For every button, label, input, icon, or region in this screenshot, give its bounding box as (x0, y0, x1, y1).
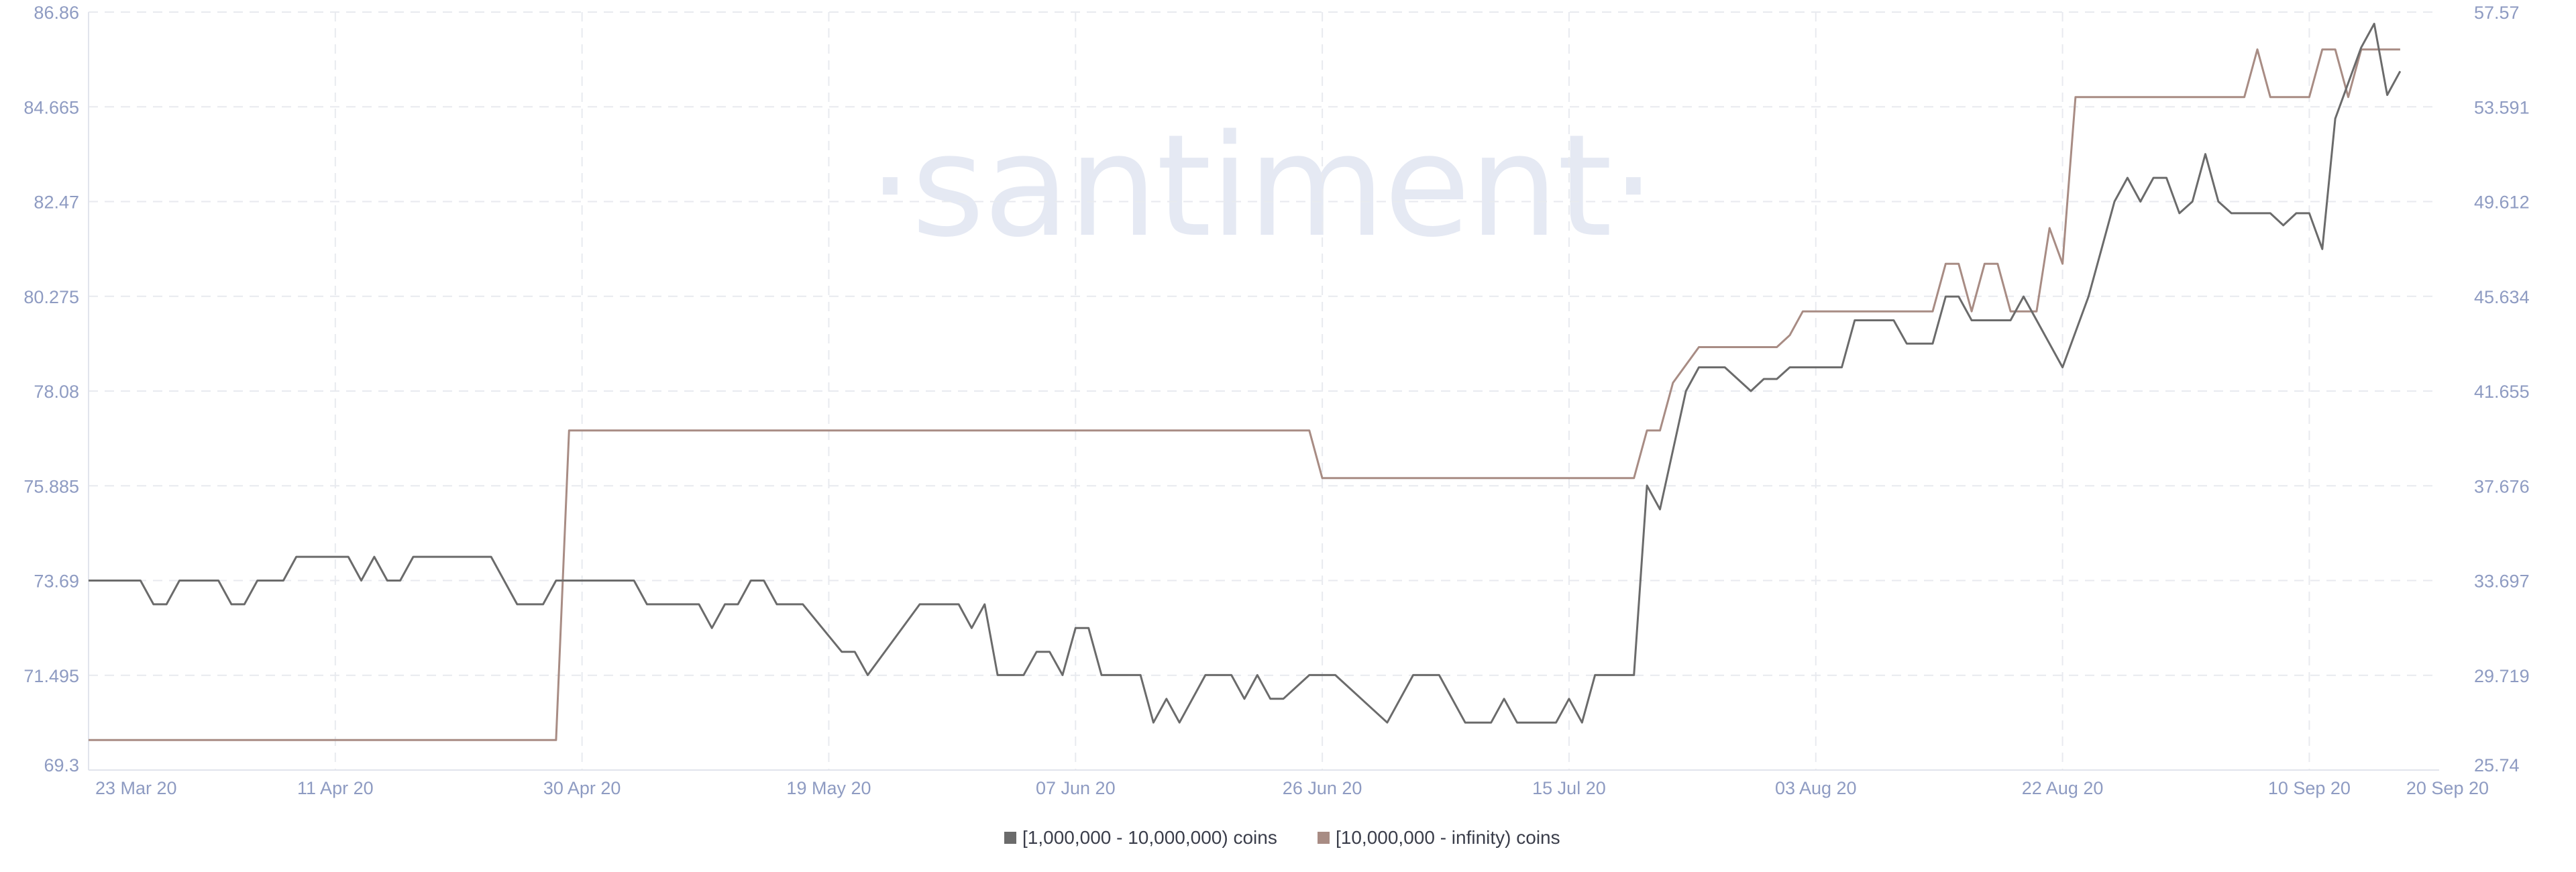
series-line-2 (89, 48, 2400, 741)
legend-swatch-series-2 (1318, 832, 1330, 844)
y-left-tick-label: 75.885 (23, 476, 79, 496)
series-line-1 (89, 22, 2402, 724)
legend-label-series-1: [1,000,000 - 10,000,000) coins (1022, 827, 1277, 848)
y-left-tick-label: 86.86 (34, 3, 79, 23)
y-left-tick-label: 82.47 (34, 193, 79, 213)
y-right-tick-label: 45.634 (2474, 287, 2530, 307)
y-right-tick-label: 25.74 (2474, 755, 2520, 775)
y-right-tick-label: 37.676 (2474, 476, 2530, 496)
x-tick-label: 20 Sep 20 (2406, 778, 2489, 798)
grid-lines (88, 11, 2439, 771)
y-left-tick-label: 80.275 (23, 287, 79, 307)
x-tick-label: 30 Apr 20 (543, 778, 621, 798)
y-left-tick-label: 71.495 (23, 666, 79, 686)
axis-ticks: 69.3 25.74 71.495 29.719 73.69 33.697 75.885 37… (23, 3, 2529, 798)
legend: [1,000,000 - 10,000,000) coins [10,000,0… (1004, 827, 1560, 848)
y-left-tick-label: 73.69 (34, 571, 79, 592)
y-right-tick-label: 53.591 (2474, 97, 2530, 117)
x-tick-label: 22 Aug 20 (2022, 778, 2104, 798)
x-tick-label: 26 Jun 20 (1283, 778, 1362, 798)
y-left-tick-label: 84.665 (23, 97, 79, 117)
x-tick-label: 11 Apr 20 (297, 778, 374, 798)
x-tick-label: 03 Aug 20 (1775, 778, 1857, 798)
legend-swatch-series-1 (1004, 832, 1016, 844)
y-right-tick-label: 41.655 (2474, 382, 2530, 402)
x-tick-label: 23 Mar 20 (95, 778, 177, 798)
y-right-tick-label: 49.612 (2474, 193, 2530, 213)
santiment-watermark: ·santiment· (868, 104, 1655, 268)
y-right-tick-label: 29.719 (2474, 666, 2530, 686)
y-left-tick-label: 69.3 (44, 755, 79, 775)
y-left-tick-label: 78.08 (34, 382, 79, 402)
x-tick-label: 07 Jun 20 (1036, 778, 1116, 798)
x-tick-label: 10 Sep 20 (2268, 778, 2351, 798)
series-lines (89, 22, 2402, 741)
x-tick-label: 19 May 20 (786, 778, 871, 798)
y-right-tick-label: 33.697 (2474, 571, 2530, 592)
y-right-tick-label: 57.57 (2474, 3, 2520, 23)
x-tick-label: 15 Jul 20 (1532, 778, 1606, 798)
legend-label-series-2: [10,000,000 - infinity) coins (1336, 827, 1560, 848)
